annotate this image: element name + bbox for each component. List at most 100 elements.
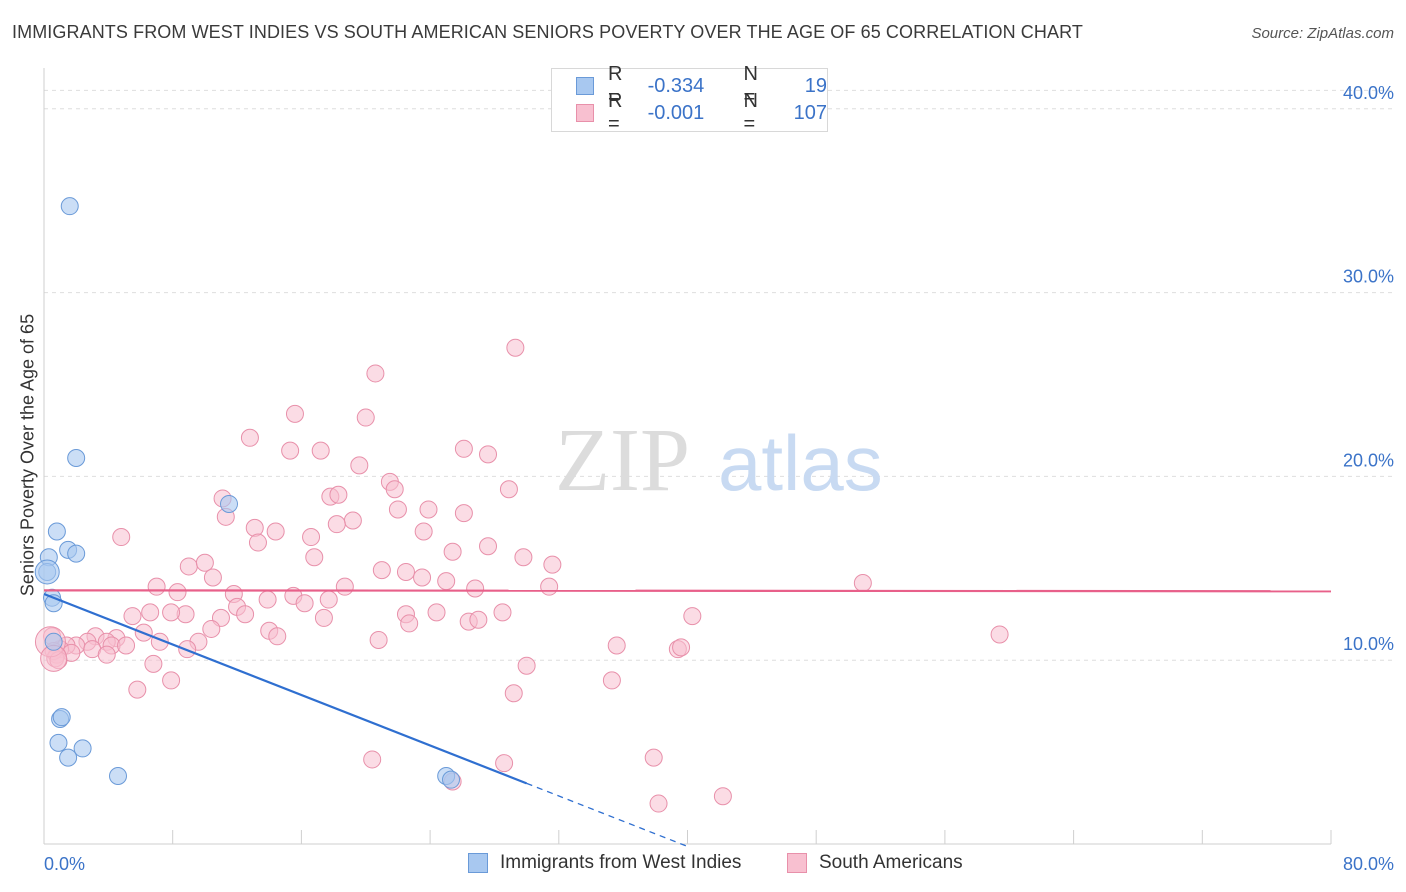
data-point-south-americans — [649, 794, 668, 813]
series-legend-south-americans[interactable]: South Americans — [787, 852, 963, 874]
data-point-south-americans — [112, 528, 131, 547]
data-point-south-americans — [335, 577, 354, 596]
legend-r-value: -0.001 — [647, 101, 705, 124]
legend-r-label: R = — [607, 63, 623, 108]
watermark: ZIP atlas — [555, 411, 883, 510]
tick-labels: 10.0% 20.0% 30.0% 40.0% 0.0% 80.0% — [44, 83, 1394, 874]
data-point-south-americans — [543, 555, 562, 574]
regression-extension-west-indies — [526, 782, 688, 848]
regression-lines — [43, 589, 1332, 848]
source-label: Source: ZipAtlas.com — [1251, 25, 1394, 42]
series-legend: Immigrants from West Indies South Americ… — [0, 852, 1406, 876]
data-point-south-americans — [602, 671, 621, 690]
data-point-south-americans — [495, 754, 514, 773]
y-tick-label: 10.0% — [1343, 634, 1394, 654]
data-point-south-americans — [419, 500, 438, 519]
data-point-south-americans — [644, 748, 663, 767]
data-point-west-indies — [109, 766, 128, 785]
data-point-south-americans — [504, 684, 523, 703]
y-tick-label: 20.0% — [1343, 450, 1394, 470]
data-point-west-indies — [220, 494, 239, 513]
gridlines — [44, 89, 1392, 661]
chart-title: IMMIGRANTS FROM WEST INDIES VS SOUTH AME… — [12, 22, 1083, 42]
data-point-south-americans — [314, 608, 333, 627]
data-point-south-americans — [466, 579, 485, 598]
data-point-south-americans — [366, 364, 385, 383]
data-point-south-americans — [268, 627, 287, 646]
data-point-south-americans — [493, 603, 512, 622]
data-point-south-americans — [240, 428, 259, 447]
series-swatch-south-americans — [787, 853, 807, 873]
data-point-south-americans — [607, 636, 626, 655]
data-point-south-americans — [295, 594, 314, 613]
data-point-south-americans — [117, 636, 136, 655]
legend-row-west-indies: R = -0.334 N = 19 — [576, 63, 827, 108]
watermark-zip: ZIP — [555, 411, 690, 510]
data-point-south-americans — [414, 522, 433, 541]
data-point-south-americans — [162, 671, 181, 690]
data-point-south-americans — [400, 614, 419, 633]
data-point-west-indies — [73, 739, 92, 758]
data-point-west-indies — [60, 197, 79, 216]
data-point-south-americans — [305, 548, 324, 567]
legend-r-label: R = — [607, 90, 623, 135]
series-legend-label: South Americans — [819, 852, 963, 873]
data-point-south-americans — [413, 568, 432, 587]
south-americans-points — [34, 338, 1009, 813]
data-point-south-americans — [427, 603, 446, 622]
data-point-south-americans — [454, 504, 473, 523]
data-point-south-americans — [469, 610, 488, 629]
data-point-south-americans — [437, 572, 456, 591]
data-point-south-americans — [350, 456, 369, 475]
data-point-south-americans — [388, 500, 407, 519]
watermark-atlas: atlas — [718, 419, 883, 507]
data-point-south-americans — [285, 404, 304, 423]
data-point-south-americans — [258, 590, 277, 609]
data-point-south-americans — [319, 590, 338, 609]
data-point-south-americans — [540, 577, 559, 596]
y-tick-label: 40.0% — [1343, 83, 1394, 103]
data-point-west-indies — [47, 522, 66, 541]
data-point-west-indies — [59, 748, 78, 767]
data-point-south-americans — [396, 562, 415, 581]
legend-n-value: 107 — [793, 101, 827, 124]
data-point-south-americans — [343, 511, 362, 530]
legend-swatch-west-indies — [576, 77, 594, 95]
series-swatch-west-indies — [468, 853, 488, 873]
data-point-south-americans — [443, 542, 462, 561]
regression-line-south-americans — [43, 589, 1332, 593]
data-point-south-americans — [281, 441, 300, 460]
data-point-south-americans — [302, 528, 321, 547]
legend-r-value: -0.334 — [647, 74, 705, 97]
data-point-south-americans — [356, 408, 375, 427]
series-legend-west-indies[interactable]: Immigrants from West Indies — [468, 852, 741, 874]
data-point-west-indies — [442, 770, 461, 789]
data-point-south-americans — [363, 750, 382, 769]
data-point-west-indies — [44, 632, 63, 651]
data-point-south-americans — [162, 603, 181, 622]
west-indies-points — [34, 197, 461, 789]
legend-n-label: N = — [743, 63, 758, 108]
data-point-south-americans — [245, 518, 264, 537]
data-point-south-americans — [454, 439, 473, 458]
data-point-south-americans — [147, 577, 166, 596]
data-point-south-americans — [514, 548, 533, 567]
data-point-south-americans — [385, 480, 404, 499]
data-point-south-americans — [123, 607, 142, 626]
data-point-south-americans — [479, 537, 498, 556]
data-point-south-americans — [128, 680, 147, 699]
legend-swatch-south-americans — [576, 104, 594, 122]
data-point-south-americans — [248, 533, 267, 552]
data-point-west-indies — [34, 559, 60, 585]
data-point-south-americans — [97, 645, 116, 664]
data-point-south-americans — [990, 625, 1009, 644]
y-tick-label: 30.0% — [1343, 267, 1394, 287]
data-point-south-americans — [236, 605, 255, 624]
data-point-west-indies — [49, 733, 68, 752]
data-point-south-americans — [329, 485, 348, 504]
correlation-legend: R = -0.334 N = 19 R = -0.001 N = 107 — [551, 63, 828, 135]
legend-n-label: N = — [743, 90, 758, 135]
data-point-south-americans — [517, 656, 536, 675]
data-point-south-americans — [672, 638, 691, 657]
